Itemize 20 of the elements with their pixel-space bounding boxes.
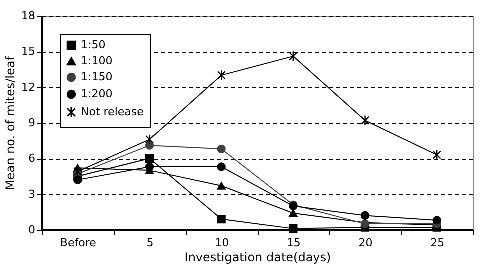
- y-tick-label: 18: [22, 10, 36, 22]
- x-axis-title: Investigation date(days): [184, 250, 332, 264]
- x-tick-label: 5: [146, 236, 154, 250]
- y-axis-title: Mean no. of mites/leaf: [4, 56, 18, 190]
- y-tick-label: 6: [28, 152, 36, 166]
- y-tick-label: 15: [22, 45, 36, 58]
- y-tick-label: 0: [28, 224, 36, 236]
- legend-label: 1:50: [81, 38, 106, 52]
- legend-label: Not release: [81, 106, 144, 118]
- x-tick-label: 20: [358, 236, 373, 250]
- x-tick-label: 10: [215, 236, 230, 250]
- y-tick-label: 9: [28, 116, 36, 130]
- x-tick-label: 25: [430, 236, 445, 250]
- y-tick-label: 3: [28, 188, 36, 201]
- x-tick-label: Before: [60, 236, 97, 250]
- legend-label: 1:100: [81, 54, 113, 68]
- y-tick-label: 12: [22, 80, 36, 94]
- legend-label: 1:200: [81, 88, 113, 100]
- x-tick-label: 15: [286, 236, 301, 250]
- legend-label: 1:150: [81, 70, 113, 84]
